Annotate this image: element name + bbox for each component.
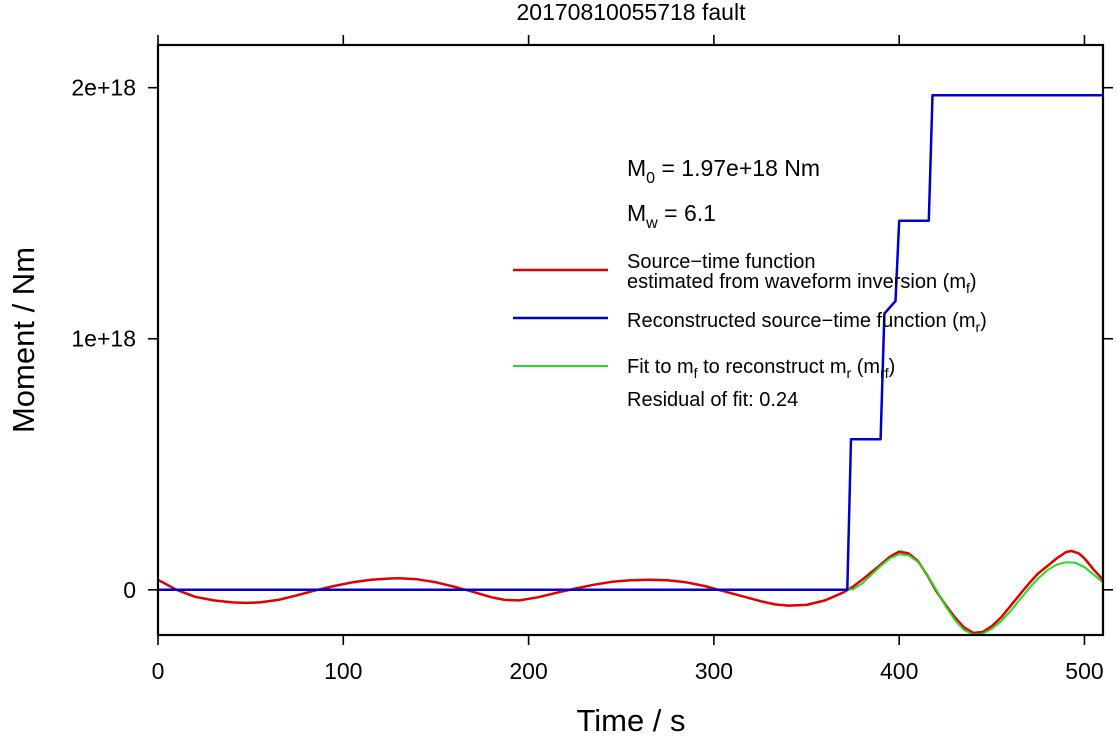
legend-label-red-line2: estimated from waveform inversion (mf) <box>627 271 977 296</box>
x-tick-label: 500 <box>1065 658 1103 684</box>
y-tick-label: 2e+18 <box>71 75 136 101</box>
residual-annotation: Residual of fit: 0.24 <box>627 389 798 411</box>
y-tick-label: 1e+18 <box>71 326 136 352</box>
x-tick-label: 0 <box>152 658 165 684</box>
mw-annotation: Mw = 6.1 <box>627 200 716 232</box>
x-tick-label: 400 <box>880 658 918 684</box>
y-axis: 0 1e+18 2e+18 <box>71 75 1113 603</box>
x-tick-label: 300 <box>695 658 733 684</box>
legend: Source−time function estimated from wave… <box>513 251 987 411</box>
series-line-green <box>843 553 1103 635</box>
plot-frame <box>156 43 1105 637</box>
x-tick-label: 200 <box>509 658 547 684</box>
series-line-red <box>158 549 1103 635</box>
series-line-blue <box>158 93 1103 592</box>
x-tick-label: 100 <box>324 658 362 684</box>
y-axis-label: Moment / Nm <box>6 247 41 433</box>
m0-annotation: M0 = 1.97e+18 Nm <box>627 155 820 187</box>
legend-label-green: Fit to mf to reconstruct mr (mrf) <box>627 356 895 381</box>
legend-label-blue: Reconstructed source−time function (mr) <box>627 310 987 335</box>
y-tick-label: 0 <box>123 577 136 603</box>
legend-label-red-line1: Source−time function <box>627 251 815 273</box>
chart-title: 20170810055718 fault <box>517 0 747 25</box>
x-axis-label: Time / s <box>576 703 685 736</box>
x-axis: 0 100 200 300 400 500 <box>152 35 1104 684</box>
